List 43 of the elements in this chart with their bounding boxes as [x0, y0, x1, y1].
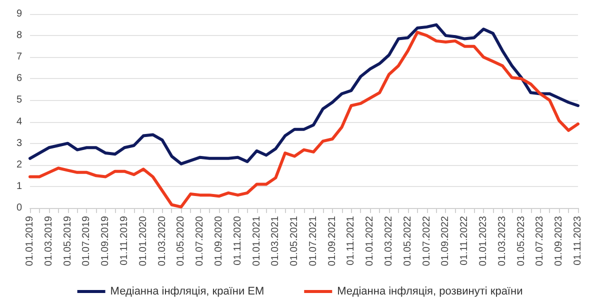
y-tick-label: 7	[16, 52, 22, 63]
x-tick-label: 01.11.2021	[346, 216, 357, 266]
y-tick-label: 0	[16, 202, 22, 214]
x-tick-label: 01.11.2020	[232, 216, 244, 266]
x-tick-label: 01.05.2020	[176, 216, 187, 266]
x-tick-label: 01.05.2021	[289, 216, 300, 266]
x-tick-label: 01.07.2019	[81, 216, 92, 266]
x-tick-label: 01.07.2022	[421, 216, 432, 266]
legend-label: Медіанна інфляція, країни ЕМ	[110, 286, 264, 298]
y-tick-label: 1	[16, 180, 22, 192]
x-tick-label: 01.01.2021	[251, 216, 262, 266]
x-tick-label: 01.03.2023	[496, 216, 508, 266]
x-tick-label: 01.01.2022	[364, 216, 376, 266]
x-tick-label: 01.03.2022	[384, 216, 395, 266]
y-tick-label: 5	[16, 94, 22, 106]
x-tick-label: 01.01.2020	[138, 216, 149, 266]
x-tick-label: 01.03.2020	[156, 216, 168, 266]
y-tick-label: 6	[16, 73, 22, 84]
y-tick-label: 3	[16, 138, 22, 149]
y-tick-label: 2	[16, 159, 22, 170]
x-tick-label: 01.09.2022	[440, 216, 452, 266]
y-tick-label: 4	[16, 116, 22, 128]
y-tick-label: 9	[16, 8, 22, 20]
x-tick-label: 01.09.2019	[100, 216, 112, 266]
legend-label: Медіанна інфляція, розвинуті країни	[337, 286, 523, 298]
x-tick-label: 01.09.2020	[213, 216, 224, 266]
x-tick-label: 01.03.2021	[270, 216, 282, 266]
x-tick-label: 01.05.2019	[62, 216, 74, 266]
x-tick-label: 01.01.2019	[24, 216, 36, 266]
line-series	[28, 23, 580, 166]
x-tick-label: 01.11.2023	[572, 216, 584, 266]
x-tick-label: 01.05.2023	[516, 216, 527, 266]
x-tick-label: 01.07.2021	[308, 216, 319, 266]
x-tick-label: 01.11.2022	[459, 216, 470, 266]
x-tick-label: 01.07.2023	[534, 216, 546, 266]
x-tick-label: 01.09.2023	[554, 216, 565, 266]
x-tick-label: 01.07.2020	[194, 216, 206, 266]
x-tick-label: 01.05.2022	[402, 216, 414, 266]
x-tick-label: 01.03.2019	[43, 216, 54, 266]
x-tick-label: 01.09.2021	[326, 216, 338, 266]
x-tick-label: 01.01.2023	[478, 216, 490, 266]
y-tick-label: 8	[16, 30, 22, 42]
x-tick-label: 01.11.2019	[118, 216, 130, 266]
